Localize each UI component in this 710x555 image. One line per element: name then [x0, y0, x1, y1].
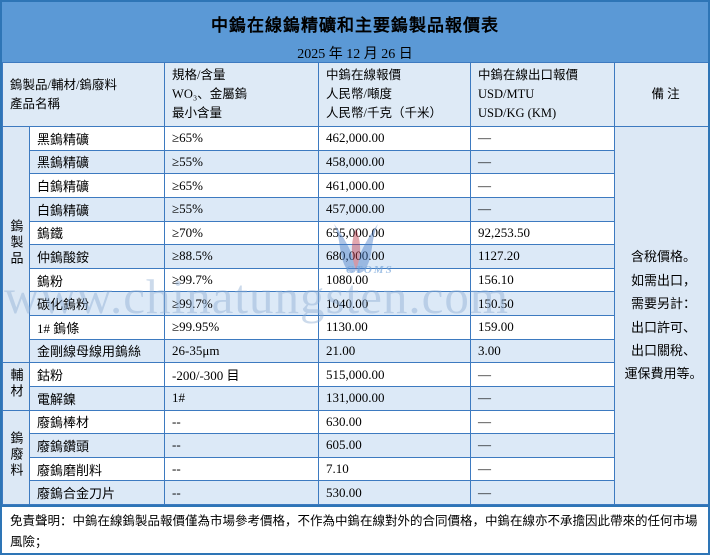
- cell-name: 黑鎢精礦: [28, 126, 166, 151]
- table-row: 白鎢精礦 ≥55% 457,000.00 —: [3, 196, 709, 222]
- table-row: 黑鎢精礦 ≥55% 458,000.00 —: [3, 149, 709, 175]
- cell-name: 廢鎢棒材: [28, 409, 166, 435]
- cell-cny: 680,000.00: [318, 244, 472, 269]
- cell-usd: —: [470, 480, 616, 505]
- cell-name: 廢鎢鑽頭: [28, 433, 166, 458]
- table-row: 電解鎳 1# 131,000.00 —: [3, 385, 709, 411]
- cell-name: 白鎢精礦: [28, 196, 166, 222]
- table-row: 輔材 鈷粉 -200/-300 目 515,000.00 —: [2, 362, 709, 411]
- cell-spec: --: [164, 409, 320, 435]
- page-title: 中鎢在線鎢精礦和主要鎢製品報價表: [211, 16, 499, 35]
- cell-usd: 3.00: [470, 338, 616, 364]
- cell-cny: 515,000.00: [318, 362, 472, 387]
- cell-spec: --: [164, 480, 320, 505]
- cell-name: 1# 鎢條: [28, 315, 166, 340]
- cell-spec: --: [164, 433, 320, 458]
- cell-spec: ≥99.95%: [164, 315, 320, 340]
- header-product-line2: 產品名稱: [10, 96, 61, 111]
- title-banner: 中鎢在線鎢精礦和主要鎢製品報價表 2025 年 12 月 26 日: [2, 2, 708, 62]
- cell-usd: —: [470, 126, 616, 151]
- cell-cny: 530.00: [318, 480, 472, 505]
- cell-cny: 461,000.00: [318, 173, 472, 198]
- cell-cny: 7.10: [318, 456, 472, 482]
- cell-name: 黑鎢精礦: [28, 149, 166, 175]
- cell-usd: —: [470, 385, 616, 411]
- header-row: 鎢製品/輔材/鎢廢料 產品名稱 規格/含量 WO₃、金屬鎢 最小含量 中鎢在線報…: [2, 62, 708, 127]
- cell-spec: ≥99.7%: [164, 267, 320, 293]
- cell-cny: 458,000.00: [318, 149, 472, 175]
- header-cny-price: 中鎢在線報價 人民幣/噸度 人民幣/千克（千米）: [318, 62, 472, 127]
- cell-spec: ≥55%: [164, 149, 320, 175]
- cell-spec: ≥70%: [164, 220, 320, 246]
- cell-spec: --: [164, 456, 320, 482]
- cell-spec: -200/-300 目: [164, 362, 320, 387]
- cell-cny: 131,000.00: [318, 385, 472, 411]
- group-tungsten-products: 鎢製品: [2, 125, 30, 364]
- cell-usd: 159.00: [470, 315, 616, 340]
- disclaimer-line1: 免責聲明：中鎢在線鎢製品報價僅為市場參考價格，不作為中鎢在線對外的合同價格，中鎢…: [10, 514, 698, 549]
- cell-cny: 1080.00: [318, 267, 472, 293]
- cell-usd: 92,253.50: [470, 220, 616, 246]
- report-date: 2025 年 12 月 26 日: [297, 47, 413, 62]
- cell-usd: —: [470, 409, 616, 435]
- cell-usd: —: [470, 173, 616, 198]
- disclaimer: 免責聲明：中鎢在線鎢製品報價僅為市場參考價格，不作為中鎢在線對外的合同價格，中鎢…: [2, 505, 708, 553]
- table-row: 仲鎢酸銨 ≥88.5% 680,000.00 1127.20: [3, 244, 709, 269]
- cell-usd: —: [470, 196, 616, 222]
- table-row: 金剛線母線用鎢絲 26-35μm 21.00 3.00: [3, 338, 709, 364]
- cell-usd: —: [470, 456, 616, 482]
- cell-spec: 1#: [164, 385, 320, 411]
- cell-spec: ≥65%: [164, 173, 320, 198]
- cell-name: 碳化鎢粉: [28, 291, 166, 316]
- table-row: 碳化鎢粉 ≥99.7% 1040.00 150.50: [3, 291, 709, 316]
- cell-cny: 457,000.00: [318, 196, 472, 222]
- header-remark: 備 注: [614, 62, 708, 127]
- cell-cny: 1040.00: [318, 291, 472, 316]
- table-row: 廢鎢鑽頭 -- 605.00 —: [3, 433, 709, 458]
- cell-spec: ≥65%: [164, 126, 320, 151]
- cell-usd: —: [470, 433, 616, 458]
- cell-name: 鎢粉: [28, 267, 166, 293]
- cell-cny: 21.00: [318, 338, 472, 364]
- table-row: 鎢鐵 ≥70% 655,000.00 92,253.50: [3, 220, 709, 246]
- price-table: 鎢製品/輔材/鎢廢料 產品名稱 規格/含量 WO₃、金屬鎢 最小含量 中鎢在線報…: [2, 62, 709, 505]
- cell-spec: ≥55%: [164, 196, 320, 222]
- group-auxiliary-materials: 輔材: [2, 362, 30, 411]
- cell-usd: 156.10: [470, 267, 616, 293]
- cell-cny: 655,000.00: [318, 220, 472, 246]
- table-row: 鎢製品 黑鎢精礦 ≥65% 462,000.00 — 含稅價格。 如需出口， 需…: [2, 125, 708, 505]
- cell-spec: 26-35μm: [164, 338, 320, 364]
- cell-name: 仲鎢酸銨: [28, 244, 166, 269]
- cell-cny: 630.00: [318, 409, 472, 435]
- cell-name: 鈷粉: [28, 362, 166, 387]
- cell-spec: ≥99.7%: [164, 291, 320, 316]
- cell-name: 電解鎳: [28, 385, 166, 411]
- table-row: 白鎢精礦 ≥65% 461,000.00 —: [3, 173, 709, 198]
- cell-cny: 462,000.00: [318, 126, 472, 151]
- cell-name: 金剛線母線用鎢絲: [28, 338, 166, 364]
- cell-spec: ≥88.5%: [164, 244, 320, 269]
- group-tungsten-scrap: 鎢廢料: [2, 409, 30, 505]
- cell-usd: 1127.20: [470, 244, 616, 269]
- header-usd-price: 中鎢在線出口報價 USD/MTU USD/KG (KM): [470, 62, 616, 127]
- header-product: 鎢製品/輔材/鎢廢料 產品名稱: [2, 62, 166, 127]
- table-row: 鎢粉 ≥99.7% 1080.00 156.10: [3, 267, 709, 293]
- cell-name: 廢鎢磨削料: [28, 456, 166, 482]
- cell-name: 廢鎢合金刀片: [28, 480, 166, 505]
- header-spec: 規格/含量 WO₃、金屬鎢 最小含量: [164, 62, 320, 127]
- cell-cny: 1130.00: [318, 315, 472, 340]
- header-product-line1: 鎢製品/輔材/鎢廢料: [10, 77, 117, 92]
- cell-usd: —: [470, 362, 616, 387]
- cell-name: 白鎢精礦: [28, 173, 166, 198]
- table-row: 1# 鎢條 ≥99.95% 1130.00 159.00: [3, 315, 709, 340]
- cell-usd: —: [470, 149, 616, 175]
- cell-usd: 150.50: [470, 291, 616, 316]
- table-row: 廢鎢磨削料 -- 7.10 —: [3, 456, 709, 482]
- cell-name: 鎢鐵: [28, 220, 166, 246]
- cell-cny: 605.00: [318, 433, 472, 458]
- remark-cell: 含稅價格。 如需出口， 需要另計： 出口許可、 出口關稅、 運保費用等。: [614, 126, 708, 505]
- table-row: 鎢廢料 廢鎢棒材 -- 630.00 —: [2, 409, 709, 505]
- table-row: 廢鎢合金刀片 -- 530.00 —: [3, 480, 709, 505]
